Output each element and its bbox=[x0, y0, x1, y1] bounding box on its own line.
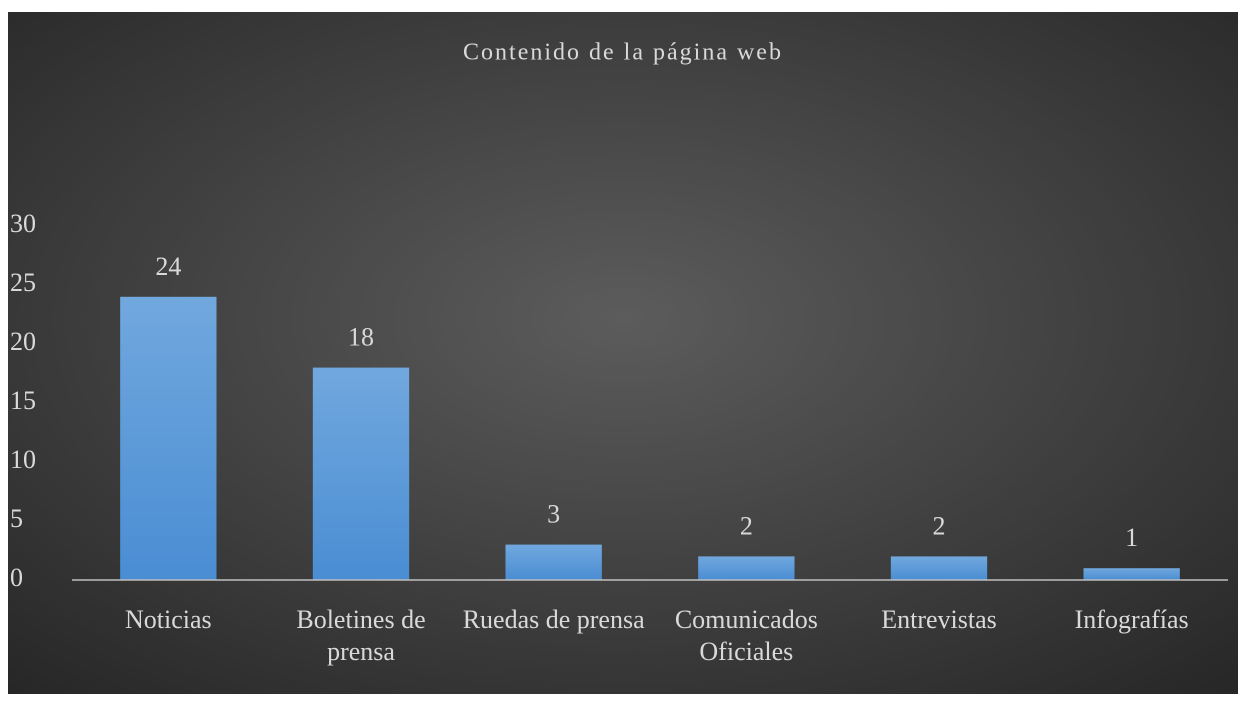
chart-title: Contenido de la página web bbox=[463, 40, 783, 66]
x-tick-label: Ruedas de prensa bbox=[462, 605, 645, 634]
x-tick-label: Infografías bbox=[1074, 605, 1189, 634]
bar bbox=[1083, 568, 1180, 580]
bar bbox=[505, 544, 602, 580]
data-label: 2 bbox=[933, 511, 946, 540]
data-label: 24 bbox=[155, 252, 181, 281]
bar bbox=[698, 556, 795, 580]
y-tick-label: 15 bbox=[10, 386, 36, 415]
x-tick-label: Comunicados Oficiales bbox=[674, 605, 818, 666]
y-tick-label: 20 bbox=[10, 327, 36, 356]
x-tick-label: Noticias bbox=[125, 605, 212, 634]
y-tick-label: 30 bbox=[10, 209, 36, 238]
bar bbox=[890, 556, 988, 580]
y-tick-label: 10 bbox=[10, 445, 36, 474]
bar bbox=[120, 296, 217, 580]
x-tick-label: Entrevistas bbox=[881, 605, 997, 634]
data-label: 3 bbox=[547, 500, 560, 529]
data-label: 18 bbox=[348, 323, 374, 352]
y-tick-label: 25 bbox=[10, 268, 36, 297]
data-label: 2 bbox=[740, 511, 753, 540]
data-label: 1 bbox=[1125, 523, 1138, 552]
y-tick-label: 0 bbox=[10, 563, 23, 592]
y-tick-label: 5 bbox=[10, 504, 23, 533]
x-tick-label: Boletines de prensa bbox=[296, 605, 426, 666]
bar bbox=[312, 367, 410, 580]
